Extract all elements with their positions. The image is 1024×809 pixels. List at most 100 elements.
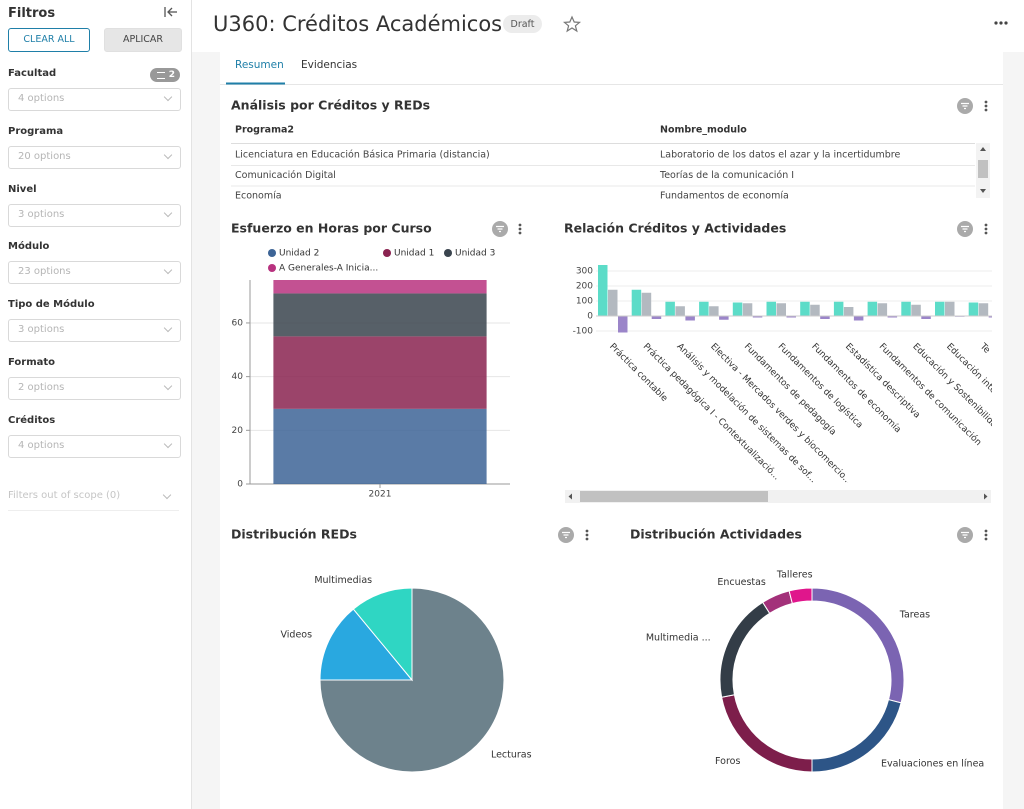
dot xyxy=(585,533,589,537)
filter-select[interactable]: 20 options xyxy=(8,145,181,169)
slice-label: Multimedia ... xyxy=(646,632,711,643)
select-placeholder: 4 options xyxy=(18,439,65,451)
legend-label[interactable]: Unidad 1 xyxy=(394,249,434,259)
chart-title: Relación Créditos y Actividades xyxy=(564,221,786,236)
filter-indicator[interactable] xyxy=(558,527,574,543)
filter-label: Créditos xyxy=(8,414,56,426)
legend-label[interactable]: A Generales-A Inicia... xyxy=(279,264,378,274)
table-cell: Licenciatura en Educación Básica Primari… xyxy=(235,150,490,161)
filter-select[interactable]: 4 options xyxy=(8,434,181,458)
filter-select[interactable]: 3 options xyxy=(8,319,181,343)
slice-label: Encuestas xyxy=(717,577,766,588)
more-menu[interactable] xyxy=(994,21,1008,25)
filter-select[interactable]: 2 options xyxy=(8,377,181,400)
select-placeholder: 3 options xyxy=(18,324,65,336)
chevron xyxy=(163,381,173,391)
chart-menu[interactable] xyxy=(984,223,988,235)
bar xyxy=(843,307,854,316)
bar xyxy=(921,316,931,319)
tab[interactable]: Evidencias xyxy=(301,59,357,71)
bar xyxy=(978,303,989,316)
bar xyxy=(853,316,864,321)
y-tick-label: 200 xyxy=(576,282,593,292)
bar xyxy=(618,316,628,333)
bar xyxy=(833,301,844,316)
icon-lines xyxy=(961,225,969,233)
chart-menu[interactable] xyxy=(984,529,988,541)
legend-label[interactable]: Unidad 3 xyxy=(455,249,495,259)
dot xyxy=(984,537,988,541)
filter-indicator[interactable] xyxy=(957,527,973,543)
bar xyxy=(968,302,979,316)
legend-label[interactable]: Unidad 2 xyxy=(279,249,319,259)
y-tick-label: 20 xyxy=(232,426,244,436)
apply-button[interactable]: APLICAR xyxy=(104,28,182,52)
bar-segment xyxy=(273,280,487,294)
status-text: Draft xyxy=(511,19,535,30)
icon-lines xyxy=(961,102,969,110)
filter-select[interactable]: 3 options xyxy=(8,203,181,227)
bar xyxy=(608,289,618,316)
icon-lines xyxy=(496,225,504,233)
bar xyxy=(742,303,753,316)
dashboard-title: U360: Créditos Académicos xyxy=(213,12,502,36)
table-scroll-thumb[interactable] xyxy=(978,160,988,178)
filter-label: Nivel xyxy=(8,183,37,195)
chevron xyxy=(163,323,173,333)
dot xyxy=(518,227,522,231)
chevron xyxy=(163,208,173,217)
column-header: Nombre_modulo xyxy=(660,125,747,136)
bar xyxy=(800,301,810,316)
y-tick-label: 300 xyxy=(576,267,593,277)
dot xyxy=(984,533,988,537)
pie-slice xyxy=(319,587,505,773)
legend-marker xyxy=(383,249,391,257)
bar xyxy=(685,316,695,321)
chart-scroll-thumb[interactable] xyxy=(580,491,768,502)
dot xyxy=(984,227,988,231)
bar xyxy=(911,304,921,316)
filter-indicator[interactable] xyxy=(957,98,973,114)
chevron xyxy=(163,266,173,275)
chart-menu[interactable] xyxy=(518,223,522,235)
favorite-star[interactable] xyxy=(562,15,582,33)
filter-select[interactable]: 23 options xyxy=(8,261,181,285)
bar xyxy=(665,301,675,316)
filter-indicator[interactable] xyxy=(492,221,508,237)
y-tick-label: 0 xyxy=(237,480,243,490)
filters-out-of-scope[interactable]: Filters out of scope (0) xyxy=(8,490,179,511)
y-tick-label: -100 xyxy=(573,327,594,337)
bar xyxy=(810,304,820,316)
y-tick-label: 60 xyxy=(232,318,244,328)
icon-lines xyxy=(961,531,969,539)
y-tick-label: 100 xyxy=(576,297,593,307)
filter-indicator[interactable] xyxy=(957,221,973,237)
column-header: Programa2 xyxy=(235,125,294,136)
dot xyxy=(984,100,988,104)
bar xyxy=(945,301,955,316)
dot xyxy=(518,223,522,227)
collapse-icon[interactable] xyxy=(163,5,179,19)
chevron xyxy=(163,92,173,102)
chevron xyxy=(163,150,173,160)
table-body: Licenciatura en Educación Básica Primari… xyxy=(231,150,975,199)
slice-label: Videos xyxy=(281,629,313,640)
bar xyxy=(651,316,662,319)
bar xyxy=(887,316,898,318)
tab[interactable]: Resumen xyxy=(235,59,284,71)
filter-select[interactable]: 4 options xyxy=(8,88,181,111)
chart-title: Distribución REDs xyxy=(231,527,357,542)
dot xyxy=(984,108,988,112)
select-placeholder: 23 options xyxy=(18,266,71,278)
pie-slice xyxy=(352,587,413,682)
bar xyxy=(935,301,945,316)
bar-segment xyxy=(273,336,487,409)
chart-menu[interactable] xyxy=(984,100,988,112)
legend-marker xyxy=(268,249,276,257)
bar-segment xyxy=(273,408,487,484)
bar-segment xyxy=(273,293,487,337)
slice-label: Talleres xyxy=(776,569,813,580)
chart-menu[interactable] xyxy=(585,529,589,541)
clear-all-button[interactable]: CLEAR ALL xyxy=(8,28,90,52)
slice-label: Tareas xyxy=(899,610,930,621)
